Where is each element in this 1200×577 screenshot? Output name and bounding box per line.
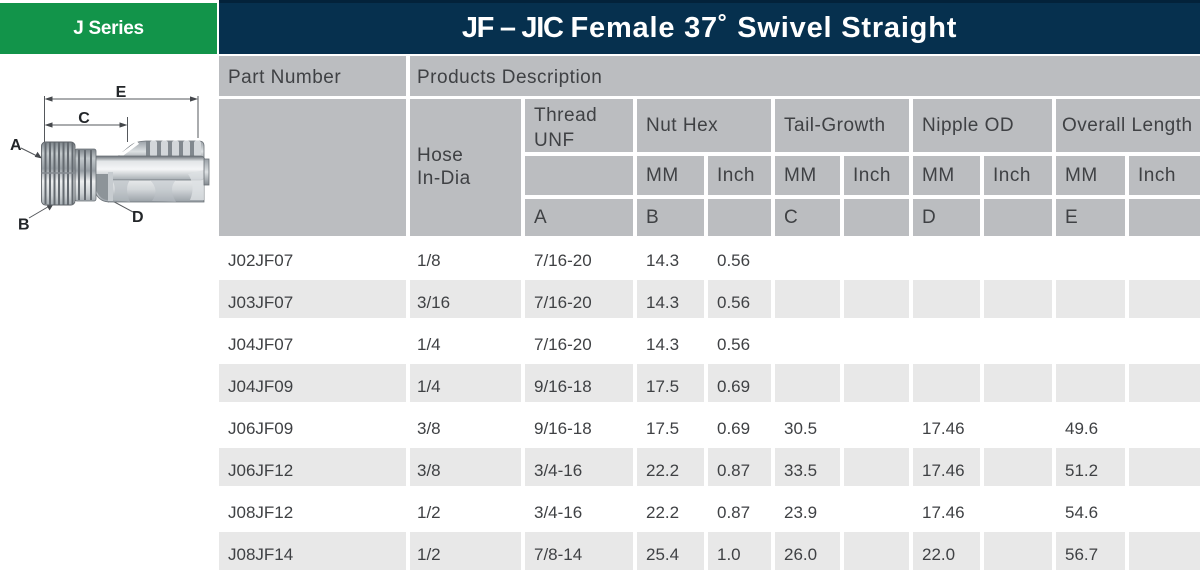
svg-text:A: A [10, 137, 22, 154]
svg-text:E: E [116, 84, 127, 101]
svg-text:B: B [18, 217, 30, 234]
svg-text:C: C [78, 110, 90, 127]
svg-text:D: D [132, 209, 144, 226]
